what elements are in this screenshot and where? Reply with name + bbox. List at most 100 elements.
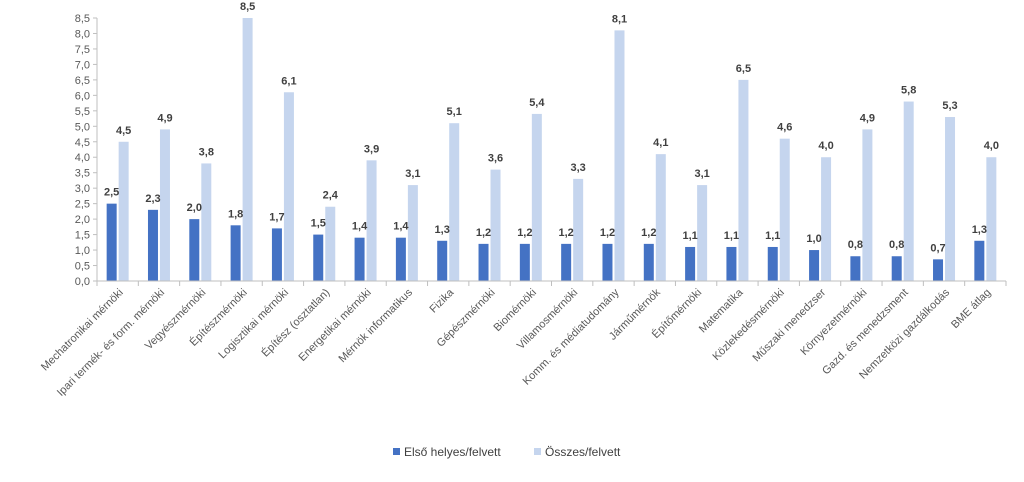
y-tick-label: 1,0 [75, 245, 90, 257]
x-category-label: BME átlag [949, 287, 993, 331]
data-label-osszes: 4,9 [157, 112, 172, 124]
bar-elso-helyes [561, 243, 572, 281]
bar-elso-helyes [891, 256, 902, 281]
y-tick-label: 8,5 [75, 13, 90, 25]
y-tick-label: 6,0 [75, 90, 90, 102]
y-tick-label: 2,5 [75, 199, 90, 211]
y-tick-label: 5,5 [75, 106, 90, 118]
data-label-elso-helyes: 1,2 [600, 227, 615, 239]
x-category-label: Logisztikai mérnöki [216, 287, 291, 362]
data-label-elso-helyes: 1,2 [476, 227, 491, 239]
bar-elso-helyes [809, 250, 820, 281]
data-label-elso-helyes: 1,1 [682, 230, 697, 242]
data-label-elso-helyes: 1,2 [641, 227, 656, 239]
y-tick-label: 3,0 [75, 183, 90, 195]
data-label-osszes: 3,6 [488, 153, 503, 165]
data-label-elso-helyes: 1,7 [269, 211, 284, 223]
data-label-osszes: 5,3 [942, 100, 957, 112]
bar-elso-helyes [602, 243, 613, 281]
data-label-osszes: 6,5 [736, 63, 751, 75]
data-label-osszes: 2,4 [323, 190, 339, 202]
bar-elso-helyes [354, 237, 365, 281]
data-label-osszes: 4,6 [777, 122, 792, 134]
data-label-osszes: 5,1 [447, 106, 462, 118]
bar-osszes [614, 30, 625, 282]
data-label-osszes: 4,9 [860, 112, 875, 124]
bar-osszes [986, 157, 997, 281]
bar-elso-helyes [437, 240, 448, 281]
bar-elso-helyes [478, 243, 489, 281]
data-label-osszes: 3,1 [694, 168, 709, 180]
bar-osszes [283, 92, 294, 282]
data-label-elso-helyes: 0,7 [930, 242, 945, 254]
y-axis: 0,0 0,5 1,0 1,5 2,0 2,5 3,0 3,5 4,0 4,5 5,0 5,5 6,0 6… [75, 13, 98, 288]
data-label-elso-helyes: 1,1 [724, 230, 739, 242]
legend: Első helyes/felvett Összes/felvett [393, 445, 621, 459]
bar-osszes [531, 113, 542, 281]
data-label-elso-helyes: 2,5 [104, 187, 119, 199]
x-category-label: Műszaki menedzser [751, 286, 829, 364]
bar-osszes [903, 101, 914, 282]
data-label-elso-helyes: 1,2 [517, 227, 532, 239]
data-label-elso-helyes: 1,5 [311, 218, 326, 230]
y-tick-label: 1,5 [75, 230, 90, 242]
y-tick-label: 6,5 [75, 75, 90, 87]
data-label-osszes: 3,1 [405, 168, 420, 180]
y-tick-label: 5,0 [75, 121, 90, 133]
data-label-elso-helyes: 1,0 [806, 233, 821, 245]
bar-elso-helyes [147, 209, 158, 281]
x-category-label: Fizika [428, 286, 457, 315]
legend-swatch [393, 448, 400, 455]
data-label-osszes: 5,4 [529, 97, 545, 109]
data-labels: 2,5 4,5 2,3 4,9 2,0 3,8 1,8 8,5 1,7 6,1 1,5 2,4 1,4 3… [104, 1, 999, 254]
legend-label: Összes/felvett [545, 445, 621, 459]
bar-elso-helyes [974, 240, 985, 281]
y-tick-label: 2,0 [75, 214, 90, 226]
data-label-osszes: 4,1 [653, 137, 668, 149]
y-tick-label: 4,5 [75, 137, 90, 149]
bar-osszes [201, 163, 212, 281]
y-tick-label: 0,5 [75, 261, 90, 273]
bar-osszes [573, 178, 584, 281]
data-label-elso-helyes: 0,8 [889, 239, 904, 251]
bar-osszes [159, 129, 170, 281]
data-label-osszes: 4,5 [116, 125, 131, 137]
data-label-osszes: 3,9 [364, 143, 379, 155]
data-label-osszes: 5,8 [901, 85, 916, 97]
data-label-elso-helyes: 1,4 [352, 221, 368, 233]
x-category-label: Energetikai mérnöki [296, 287, 373, 364]
bar-elso-helyes [850, 256, 861, 281]
bar-elso-helyes [643, 243, 654, 281]
legend-swatch [534, 448, 541, 455]
x-category-label: Mérnök informatikus [336, 286, 415, 365]
bar-osszes [738, 79, 749, 281]
bar-elso-helyes [189, 219, 200, 281]
data-label-osszes: 3,3 [571, 162, 586, 174]
bar-elso-helyes [726, 246, 737, 281]
bar-elso-helyes [519, 243, 530, 281]
bar-osszes [655, 154, 666, 281]
bar-elso-helyes [395, 237, 406, 281]
y-tick-label: 3,5 [75, 168, 90, 180]
data-label-osszes: 4,0 [818, 140, 833, 152]
bar-osszes [118, 141, 129, 281]
data-label-elso-helyes: 1,3 [972, 224, 987, 236]
bar-osszes [407, 185, 418, 281]
data-label-osszes: 8,5 [240, 1, 255, 13]
x-category-label: Mechatronikai mérnöki [39, 287, 126, 374]
data-label-elso-helyes: 1,2 [559, 227, 574, 239]
bar-osszes [821, 157, 832, 281]
bar-elso-helyes [933, 259, 944, 281]
legend-label: Első helyes/felvett [404, 445, 501, 459]
bar-osszes [325, 206, 336, 281]
data-label-elso-helyes: 0,8 [848, 239, 863, 251]
y-tick-label: 4,0 [75, 152, 90, 164]
data-label-elso-helyes: 1,4 [393, 221, 409, 233]
bar-osszes [242, 18, 253, 281]
data-label-elso-helyes: 1,3 [435, 224, 450, 236]
bar-elso-helyes [106, 203, 117, 281]
bar-osszes [945, 117, 956, 281]
data-label-osszes: 8,1 [612, 13, 627, 25]
